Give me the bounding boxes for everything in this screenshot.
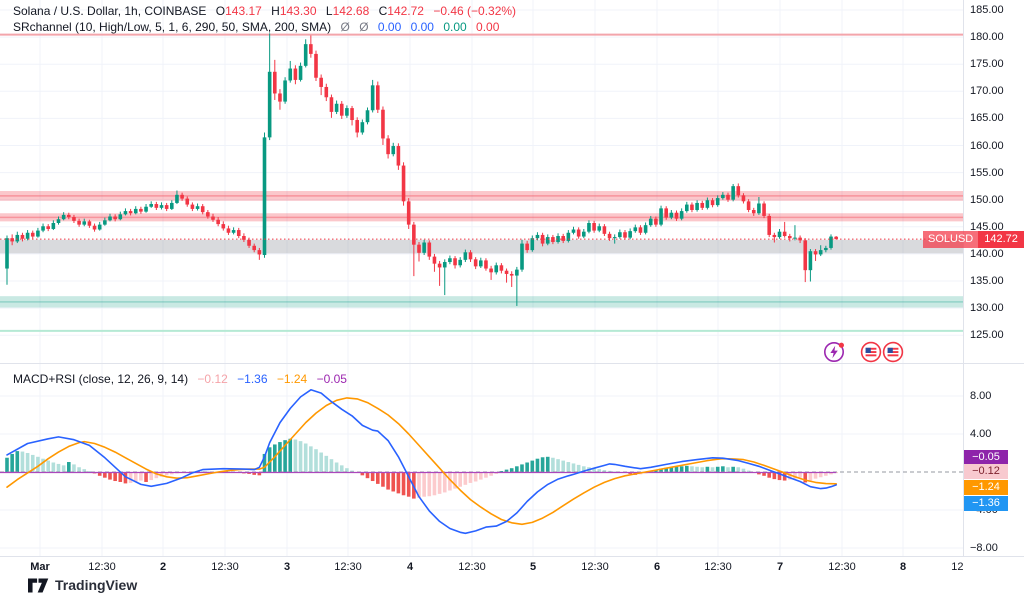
tradingview-logo-icon [28, 578, 49, 592]
price-axis-label: 150.00 [970, 194, 1004, 206]
time-tick-label: 12:30 [88, 561, 116, 573]
macd-value-badge: −1.36 [964, 495, 1008, 511]
macd-legend: MACD+RSI (close, 12, 26, 9, 14) −0.12 −1… [13, 372, 347, 386]
time-tick-label: 12:30 [334, 561, 362, 573]
time-tick-label: 12:30 [828, 561, 856, 573]
macd-signal-value: −1.24 [276, 372, 308, 386]
price-axis-border [963, 0, 964, 556]
time-tick-label: 4 [406, 561, 414, 573]
pane-divider[interactable] [0, 363, 1024, 364]
crypto-events-icon[interactable] [823, 341, 845, 363]
price-axis-label: 145.00 [970, 221, 1004, 233]
gridlines [0, 0, 963, 556]
price-axis-label: 140.00 [970, 248, 1004, 260]
us-economic-event-icon[interactable] [882, 341, 904, 363]
open-value: 143.17 [225, 4, 262, 18]
us-economic-event-icon[interactable] [860, 341, 882, 363]
time-axis-border [0, 556, 1024, 557]
macd-axis-label: −8.00 [970, 542, 998, 554]
macd-line [6, 388, 838, 535]
macd-signal-line [6, 397, 838, 526]
macd-name[interactable]: MACD+RSI (close, 12, 26, 9, 14) [13, 372, 189, 386]
symbol-title[interactable]: Solana / U.S. Dollar, 1h, COINBASE [13, 4, 207, 18]
time-tick-label: 12:30 [951, 561, 963, 573]
macd-value-badge: −1.24 [964, 479, 1008, 495]
low-label: L [325, 4, 333, 18]
last-price-badge: SOLUSD 142.72 [923, 231, 1024, 248]
macd-histogram [5, 438, 838, 499]
last-price-symbol: SOLUSD [923, 231, 979, 248]
price-axis-label: 160.00 [970, 140, 1004, 152]
close-value: 142.72 [387, 4, 424, 18]
macd-line-value: −1.36 [237, 372, 268, 386]
time-tick-label: 7 [776, 561, 784, 573]
price-axis-label: 135.00 [970, 275, 1004, 287]
time-tick-label: 12:30 [211, 561, 239, 573]
price-axis-label: 130.00 [970, 302, 1004, 314]
srchannel-null-1: Ø [340, 20, 350, 34]
macd-value-badge: −0.12 [964, 463, 1008, 479]
time-tick-label: Mar [30, 561, 50, 573]
price-axis-label: 155.00 [970, 167, 1004, 179]
srchannel-value-1: 0.00 [377, 20, 402, 34]
price-axis-label: 170.00 [970, 85, 1004, 97]
macd-axis-label: 8.00 [970, 390, 992, 402]
last-price-value: 142.72 [978, 231, 1024, 248]
price-axis-label: 185.00 [970, 4, 1004, 16]
low-value: 142.68 [332, 4, 370, 18]
time-tick-label: 6 [653, 561, 661, 573]
time-tick-label: 12:30 [581, 561, 609, 573]
high-label: H [271, 4, 280, 18]
srchannel-value-2: 0.00 [410, 20, 434, 34]
candles [5, 33, 838, 306]
time-tick-label: 12:30 [458, 561, 486, 573]
time-tick-label: 3 [283, 561, 291, 573]
high-value: 143.30 [279, 4, 317, 18]
change-value: −0.46 (−0.32%) [433, 4, 517, 18]
macd-value-badge: −0.05 [964, 449, 1008, 465]
srchannel-value-4: 0.00 [476, 20, 500, 34]
open-label: O [215, 4, 226, 18]
srchannel-legend: SRchannel (10, High/Low, 5, 1, 6, 290, 5… [13, 20, 499, 34]
time-tick-label: 5 [529, 561, 537, 573]
price-axis-label: 180.00 [970, 31, 1004, 43]
macd-rsi-value: −0.05 [316, 372, 347, 386]
tradingview-logo[interactable]: TradingView [28, 577, 137, 593]
time-tick-label: 12:30 [704, 561, 732, 573]
macd-hist-value: −0.12 [197, 372, 228, 386]
sr-channel-levels [0, 33, 963, 332]
price-axis-label: 165.00 [970, 112, 1004, 124]
macd-axis-label: 4.00 [970, 428, 992, 440]
time-axis[interactable]: Mar 12:30 2 12:30 3 12:30 4 12:30 5 12:30 6 12:30 7 1… [0, 561, 963, 577]
price-axis-label: 125.00 [970, 329, 1004, 341]
time-tick-label: 2 [159, 561, 167, 573]
srchannel-null-2: Ø [359, 20, 369, 34]
symbol-header: Solana / U.S. Dollar, 1h, COINBASE O143.… [13, 4, 516, 18]
price-axis-label: 175.00 [970, 58, 1004, 70]
srchannel-value-3: 0.00 [443, 20, 467, 34]
time-tick-label: 8 [899, 561, 907, 573]
close-label: C [378, 4, 388, 18]
tradingview-logo-text: TradingView [55, 577, 138, 593]
srchannel-name[interactable]: SRchannel (10, High/Low, 5, 1, 6, 290, 5… [13, 20, 332, 34]
